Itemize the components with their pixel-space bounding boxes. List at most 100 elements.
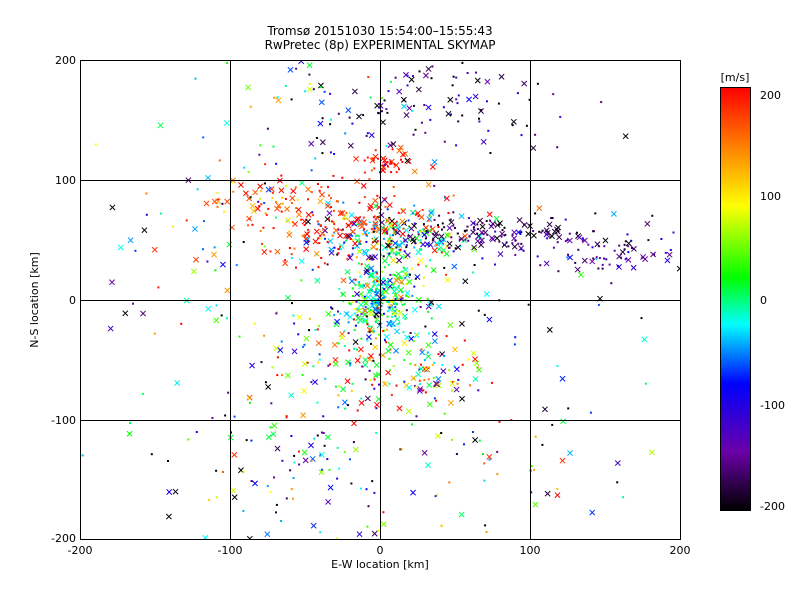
- data-point-dot: [556, 241, 559, 244]
- data-point-dot: [374, 149, 377, 152]
- data-point-dot: [280, 174, 283, 177]
- colorbar-tick-label: 0: [760, 294, 767, 307]
- data-point-dot: [402, 331, 405, 334]
- data-point-dot: [249, 105, 252, 108]
- data-point-cross: [393, 162, 400, 169]
- data-point-cross: [372, 344, 379, 351]
- data-point-dot: [422, 223, 425, 226]
- data-point-dot: [619, 256, 622, 259]
- data-point-dot: [401, 277, 404, 280]
- data-point-dot: [461, 363, 464, 366]
- data-point-cross: [417, 257, 424, 264]
- data-point-dot: [417, 215, 420, 218]
- data-point-dot: [404, 317, 407, 320]
- data-point-dot: [269, 250, 272, 253]
- data-point-dot: [292, 477, 295, 479]
- data-point-dot: [518, 231, 521, 234]
- data-point-dot: [447, 246, 450, 249]
- data-point-cross: [466, 96, 473, 103]
- data-point-dot: [482, 453, 484, 456]
- data-point-dot: [317, 361, 320, 364]
- data-point-cross: [369, 272, 376, 279]
- data-point-cross: [331, 341, 338, 348]
- data-point-dot: [363, 196, 366, 198]
- data-point-dot: [477, 309, 480, 312]
- data-point-cross: [356, 248, 363, 255]
- data-point-dot: [368, 314, 371, 317]
- data-point-cross: [317, 120, 324, 127]
- data-point-dot: [443, 226, 446, 229]
- data-point-cross: [372, 203, 379, 209]
- data-point-cross: [205, 305, 212, 312]
- x-axis-label: E-W location [km]: [331, 558, 429, 571]
- data-point-dot: [647, 239, 650, 242]
- data-point-dot: [603, 245, 606, 248]
- data-point-dot: [390, 248, 393, 251]
- data-point-dot: [215, 469, 218, 472]
- data-point-cross: [578, 271, 584, 278]
- data-point-dot: [413, 246, 416, 249]
- data-point-dot: [373, 378, 376, 381]
- data-point-cross: [448, 219, 455, 226]
- data-point-dot: [366, 339, 369, 342]
- data-point-dot: [318, 242, 321, 245]
- data-point-cross: [318, 469, 325, 476]
- data-point-dot: [381, 110, 383, 113]
- data-point-dot: [129, 422, 132, 424]
- data-point-dot: [341, 176, 344, 179]
- data-point-dot: [536, 82, 539, 85]
- data-point-dot: [407, 296, 410, 298]
- data-point-cross: [254, 205, 261, 212]
- data-point-dot: [425, 230, 428, 232]
- data-point-cross: [484, 78, 491, 85]
- data-point-cross: [203, 200, 210, 207]
- data-point-dot: [617, 265, 619, 268]
- data-point-dot: [346, 217, 349, 220]
- data-point-dot: [300, 218, 302, 221]
- data-point-cross: [344, 378, 351, 385]
- data-point-cross: [425, 66, 432, 72]
- data-point-dot: [258, 153, 261, 156]
- data-point-cross: [452, 346, 458, 353]
- data-point-dot: [293, 461, 296, 464]
- data-point-dot: [336, 477, 339, 480]
- data-point-dot: [481, 257, 484, 260]
- data-point-dot: [251, 223, 254, 226]
- data-point-dot: [455, 98, 458, 101]
- data-point-dot: [375, 337, 377, 340]
- data-point-dot: [249, 401, 251, 404]
- data-point-dot: [403, 359, 406, 361]
- data-point-dot: [263, 334, 266, 337]
- data-point-dot: [399, 276, 402, 279]
- data-point-cross: [406, 105, 413, 112]
- data-point-cross: [530, 232, 537, 239]
- data-point-dot: [394, 232, 397, 235]
- ytick-label: 200: [55, 54, 76, 67]
- data-point-cross: [224, 198, 231, 205]
- data-point-cross: [368, 309, 374, 316]
- data-point-dot: [344, 132, 347, 135]
- data-point-cross: [551, 228, 558, 235]
- data-point-dot: [574, 261, 577, 264]
- data-point-dot: [449, 218, 452, 221]
- data-point-dot: [566, 256, 569, 259]
- data-point-dot: [132, 302, 134, 305]
- data-point-cross: [328, 246, 335, 253]
- data-point-dot: [249, 196, 252, 199]
- data-point-dot: [419, 229, 421, 232]
- data-point-dot: [376, 242, 379, 245]
- data-point-cross: [401, 313, 408, 320]
- data-point-dot: [441, 364, 444, 366]
- data-point-dot: [427, 219, 430, 222]
- data-point-dot: [616, 481, 619, 484]
- colorbar-tick-label: 200: [760, 89, 781, 102]
- data-point-cross: [360, 182, 367, 189]
- data-point-dot: [372, 159, 375, 162]
- data-point-cross: [576, 234, 583, 241]
- data-point-cross: [304, 231, 311, 238]
- data-point-cross: [436, 246, 443, 253]
- data-point-dot: [356, 348, 358, 351]
- data-point-dot: [394, 306, 397, 309]
- data-point-dot: [291, 221, 294, 224]
- data-point-dot: [167, 460, 169, 462]
